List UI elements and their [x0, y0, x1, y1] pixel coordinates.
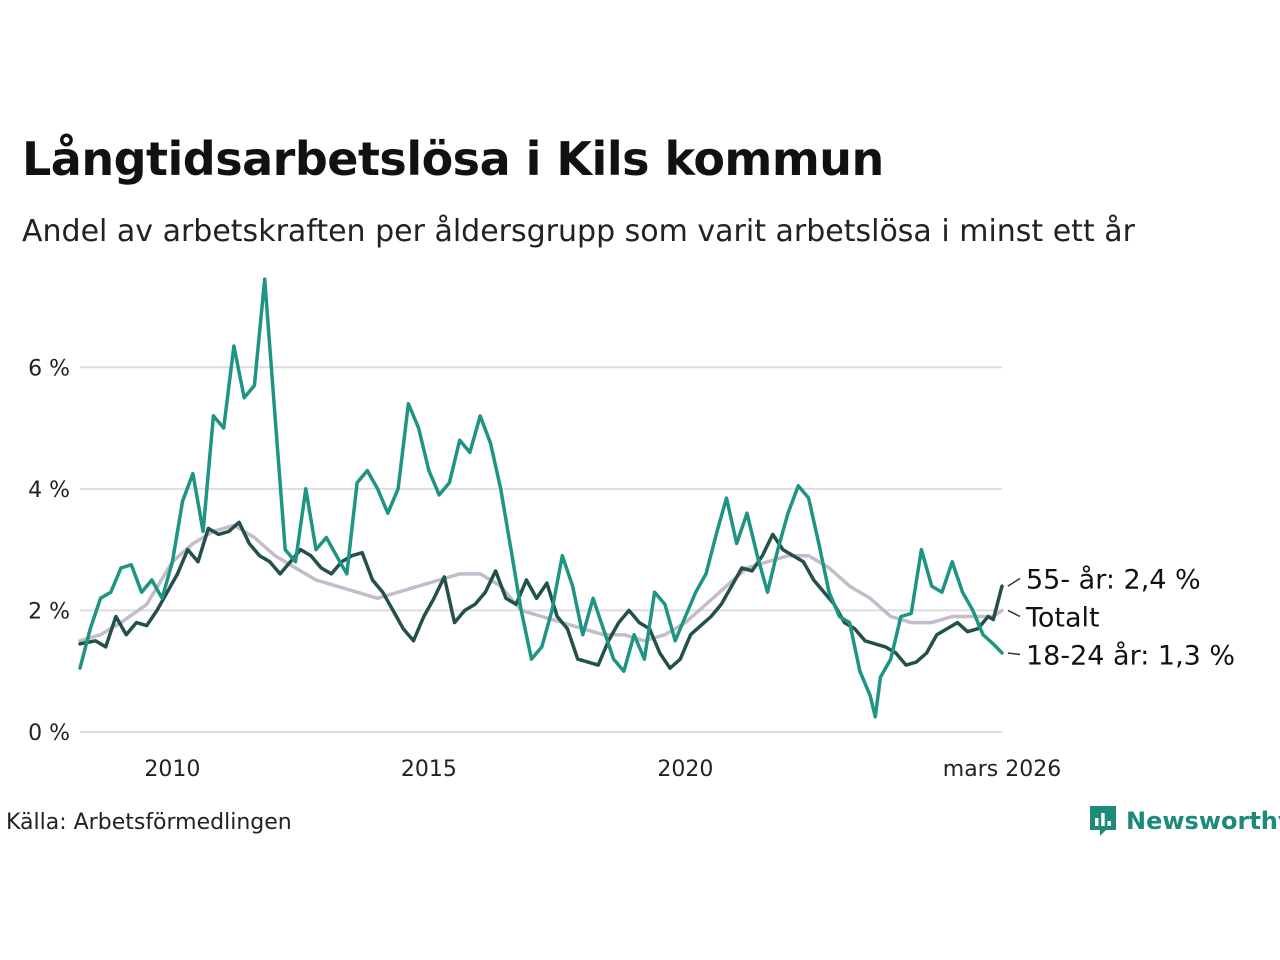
label-connector: [1007, 652, 1021, 656]
label-connector: [1007, 609, 1021, 618]
series-lines: [78, 277, 1004, 719]
newsworthy-logo-icon: [1090, 806, 1116, 836]
x-tick-label: 2020: [657, 757, 713, 782]
y-tick-label: 0 %: [28, 721, 70, 746]
logo-text: Newsworthy: [1126, 807, 1280, 835]
series-end-label: 18-24 år: 1,3 %: [1026, 641, 1235, 672]
source-note: Källa: Arbetsförmedlingen: [6, 810, 292, 835]
newsworthy-logo: Newsworthy: [1088, 804, 1280, 838]
y-tick-label: 2 %: [28, 599, 70, 624]
series-line-2: [78, 277, 1004, 719]
axis-labels: 0 % 2 % 4 % 6 % 2010 2015 2020 mars 2026: [28, 356, 1061, 782]
x-tick-label: 2010: [144, 757, 200, 782]
y-tick-label: 6 %: [28, 356, 70, 381]
series-line-1: [78, 520, 1004, 670]
series-end-label: 55- år: 2,4 %: [1026, 565, 1201, 596]
x-tick-label: mars 2026: [943, 757, 1061, 782]
series-line-0: [78, 523, 1004, 643]
y-tick-label: 4 %: [28, 478, 70, 503]
x-tick-label: 2015: [401, 757, 457, 782]
series-end-labels: 55- år: 2,4 % Totalt 18-24 år: 1,3 %: [1007, 565, 1235, 672]
chart-subtitle: Andel av arbetskraften per åldersgrupp s…: [22, 214, 1135, 249]
series-end-label: Totalt: [1025, 603, 1100, 634]
chart-title: Långtidsarbetslösa i Kils kommun: [22, 132, 884, 186]
label-connector: [1007, 577, 1021, 587]
gridlines: [80, 366, 1002, 733]
